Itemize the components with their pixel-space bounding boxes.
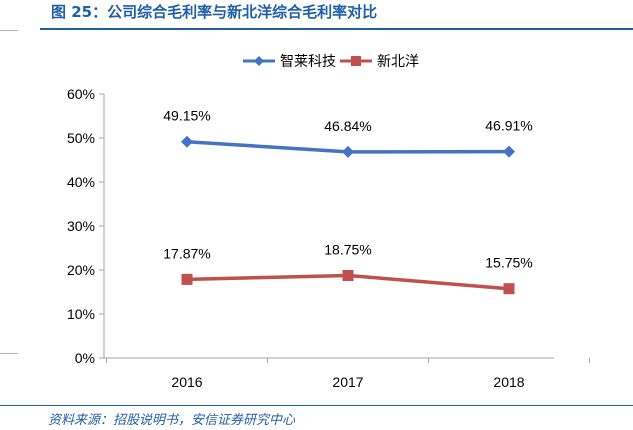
- y-tick-label: 0%: [75, 350, 95, 366]
- source-note: 资料来源：招股说明书，安信证券研究中心: [48, 413, 296, 428]
- y-tick-label: 20%: [67, 262, 95, 278]
- data-label: 46.84%: [324, 118, 371, 134]
- y-tick-label: 60%: [67, 86, 95, 102]
- data-point: [181, 273, 193, 285]
- legend-marker: [351, 56, 361, 66]
- figure-title: 图 25：公司综合毛利率与新北洋综合毛利率对比: [51, 3, 378, 21]
- source-rule: [40, 405, 633, 406]
- y-tick-label: 40%: [67, 174, 95, 190]
- chart-legend: 智莱科技 新北洋: [243, 53, 419, 69]
- data-point: [181, 135, 193, 148]
- y-tick-label: 10%: [67, 306, 95, 322]
- data-point: [342, 145, 354, 158]
- data-label: 49.15%: [163, 108, 210, 124]
- data-label: 18.75%: [324, 242, 371, 258]
- legend-label: 新北洋: [377, 53, 419, 69]
- left-divider-top: [0, 30, 18, 31]
- left-bottom-rule: [0, 405, 40, 406]
- title-rule: [40, 28, 633, 30]
- y-tick-label: 50%: [67, 130, 95, 146]
- y-tick-label: 30%: [67, 218, 95, 234]
- x-tick-label: 2016: [171, 374, 202, 390]
- legend-label: 智莱科技: [280, 53, 336, 69]
- line-chart: 智莱科技 新北洋 0% 10% 20% 30% 40% 50% 60% 2016 2017 2018…: [67, 53, 590, 390]
- data-label: 15.75%: [485, 255, 532, 271]
- data-point: [503, 145, 515, 158]
- legend-marker: [254, 56, 264, 66]
- chart-series: 49.15% 46.84% 46.91% 17.87% 18.75% 15.75%: [163, 108, 533, 295]
- left-divider-bottom: [0, 353, 18, 354]
- x-tick-label: 2017: [332, 374, 363, 390]
- data-point: [503, 283, 515, 295]
- chart-axes: 0% 10% 20% 30% 40% 50% 60% 2016 2017 2018: [67, 86, 590, 390]
- data-point: [342, 270, 354, 281]
- data-label: 17.87%: [163, 245, 210, 261]
- x-tick-label: 2018: [493, 374, 524, 390]
- data-label: 46.91%: [485, 118, 532, 134]
